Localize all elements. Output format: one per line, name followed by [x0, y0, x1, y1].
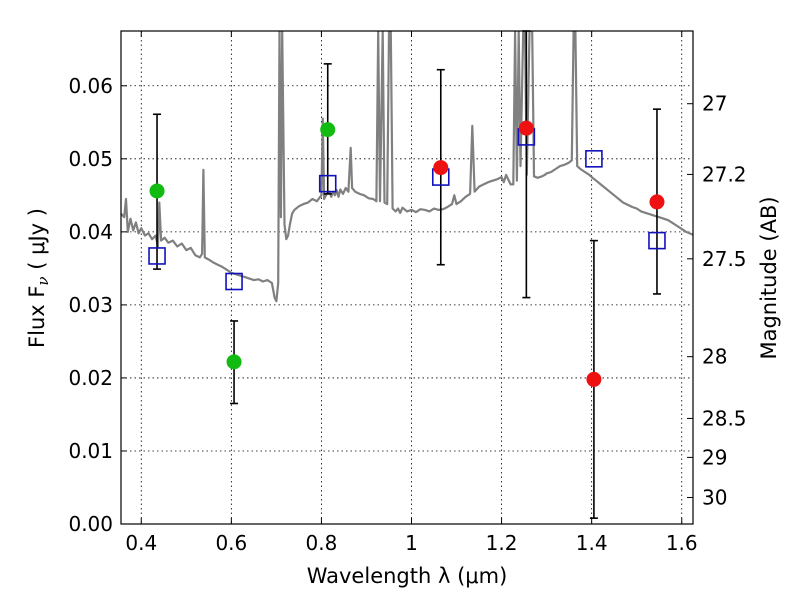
spectrum-line: [121, 31, 693, 303]
spectrum-layer: [121, 31, 693, 303]
y-tick-label: 0.01: [68, 439, 113, 463]
model-point-square: [225, 272, 243, 291]
model-point-square: [585, 150, 603, 168]
y2-tick-label: 29: [702, 445, 727, 469]
x-tick-label: 1.4: [576, 531, 608, 555]
grid-lines: [121, 31, 693, 525]
x-tick-label: 0.6: [215, 531, 247, 555]
y-axis-label-unit: ( μJy ): [25, 208, 49, 276]
y-axis-label-main: Flux F: [25, 286, 49, 348]
x-tick-label: 1.2: [486, 531, 518, 555]
observed-point-red: [649, 194, 665, 210]
y2-tick-label: 28.5: [702, 406, 747, 430]
y-tick-label: 0.04: [68, 220, 113, 244]
observed-point-green: [149, 183, 165, 199]
y2-axis-label: Magnitude (AB): [757, 196, 781, 359]
y-tick-label: 0.00: [68, 512, 113, 536]
x-tick-label: 0.8: [306, 531, 338, 555]
plot-background: [121, 31, 693, 524]
y-axis-label: Flux Fν ( μJy ): [25, 208, 52, 348]
plot-frame: [120, 30, 694, 525]
x-tick-label: 0.4: [125, 531, 157, 555]
observed-point-red: [433, 160, 449, 176]
y-tick-label: 0.02: [68, 366, 113, 390]
observed-point-green: [226, 354, 242, 370]
model-point-square: [648, 231, 666, 250]
y2-tick-label: 27: [702, 92, 727, 116]
axis-ticks: 0.4 0.6 0.8 1 1.2 1.4 1.6 0.00 0.01 0.02 0.03 0.04 0…: [68, 31, 747, 555]
observed-point-red: [586, 371, 602, 387]
y2-tick-label: 27.5: [702, 247, 747, 271]
y-tick-label: 0.03: [68, 293, 113, 317]
x-tick-label: 1.6: [666, 531, 698, 555]
model-point-square: [318, 174, 337, 193]
x-axis-label: Wavelength λ (μm): [307, 564, 508, 588]
observed-point-green: [320, 122, 336, 138]
x-tick-label: 1: [405, 531, 418, 555]
y-tick-label: 0.06: [68, 74, 113, 98]
y-axis-label-sub: ν: [34, 276, 52, 285]
y2-tick-label: 27.2: [702, 162, 747, 186]
y2-tick-label: 28: [702, 345, 727, 369]
y2-tick-label: 30: [702, 485, 727, 509]
observed-point-red: [518, 120, 534, 136]
model-point-square: [148, 247, 166, 265]
y-tick-label: 0.05: [68, 147, 113, 171]
